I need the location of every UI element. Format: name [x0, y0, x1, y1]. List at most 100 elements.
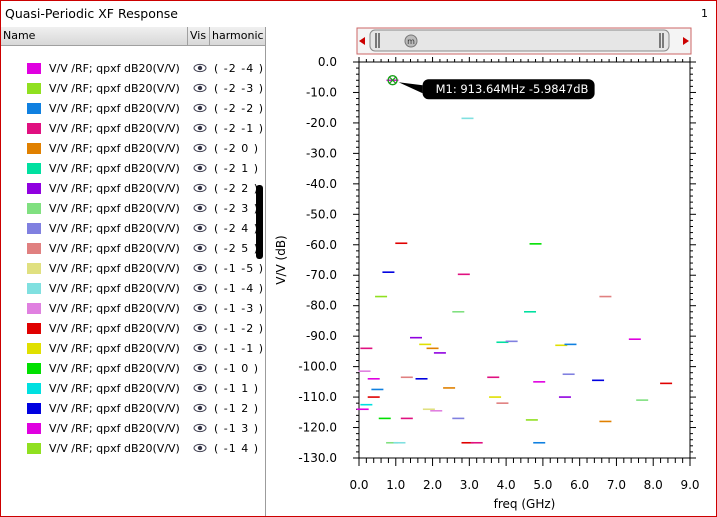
trace-row[interactable]: V/V /RF; qpxf dB20(V/V) ( -2 -1 ) [1, 119, 265, 139]
window-title: Quasi-Periodic XF Response [5, 6, 178, 21]
marker-cross-b [389, 76, 397, 84]
x-tick-label: 8.0 [644, 478, 663, 492]
x-tick-label: 7.0 [607, 478, 626, 492]
trace-harmonic: ( -2 -2 ) [214, 102, 265, 115]
eye-icon[interactable] [193, 302, 207, 314]
plot-frame [358, 61, 691, 459]
eye-icon[interactable] [193, 222, 207, 234]
trace-color-swatch [27, 383, 41, 394]
eye-icon[interactable] [193, 262, 207, 274]
trace-row[interactable]: V/V /RF; qpxf dB20(V/V) ( -1 3 ) [1, 419, 265, 439]
eye-icon[interactable] [193, 242, 207, 254]
trace-label: V/V /RF; qpxf dB20(V/V) [49, 262, 180, 275]
trace-harmonic: ( -2 -3 ) [214, 82, 265, 95]
eye-icon[interactable] [193, 82, 207, 94]
eye-icon[interactable] [193, 382, 207, 394]
x-tick-label: 4.0 [497, 478, 516, 492]
trace-row[interactable]: V/V /RF; qpxf dB20(V/V) ( -1 2 ) [1, 399, 265, 419]
trace-label: V/V /RF; qpxf dB20(V/V) [49, 62, 180, 75]
trace-harmonic: ( -1 3 ) [214, 422, 260, 435]
y-tick-label: -80.0 [306, 299, 337, 313]
y-tick-label: -50.0 [306, 207, 337, 221]
slider-left-arrow-icon[interactable] [359, 37, 365, 45]
eye-icon[interactable] [193, 422, 207, 434]
zoom-slider[interactable]: m [356, 27, 692, 55]
trace-row[interactable]: V/V /RF; qpxf dB20(V/V) ( -2 2 ) [1, 179, 265, 199]
trace-row[interactable]: V/V /RF; qpxf dB20(V/V) ( -1 4 ) [1, 439, 265, 459]
trace-harmonic: ( -2 5 ) [214, 242, 260, 255]
trace-label: V/V /RF; qpxf dB20(V/V) [49, 182, 180, 195]
x-tick-label: 6.0 [570, 478, 589, 492]
trace-row[interactable]: V/V /RF; qpxf dB20(V/V) ( -1 -4 ) [1, 279, 265, 299]
trace-row[interactable]: V/V /RF; qpxf dB20(V/V) ( -2 -2 ) [1, 99, 265, 119]
eye-icon[interactable] [193, 282, 207, 294]
slider-thumb[interactable] [404, 34, 418, 48]
column-header-vis[interactable]: Vis [188, 27, 210, 45]
trace-label: V/V /RF; qpxf dB20(V/V) [49, 122, 180, 135]
trace-color-swatch [27, 183, 41, 194]
trace-row[interactable]: V/V /RF; qpxf dB20(V/V) ( -2 5 ) [1, 239, 265, 259]
y-tick-label: -30.0 [306, 146, 337, 160]
trace-harmonic: ( -1 -5 ) [214, 262, 265, 275]
eye-icon[interactable] [193, 182, 207, 194]
eye-icon[interactable] [193, 62, 207, 74]
trace-color-swatch [27, 63, 41, 74]
trace-row[interactable]: V/V /RF; qpxf dB20(V/V) ( -1 -1 ) [1, 339, 265, 359]
trace-row[interactable]: V/V /RF; qpxf dB20(V/V) ( -2 -4 ) [1, 59, 265, 79]
eye-icon[interactable] [193, 442, 207, 454]
chart[interactable]: 0.0 -10.0 -20.0 -30.0 -40.0 -50.0 -60.0 -70.0 -8… [266, 55, 716, 516]
trace-row[interactable]: V/V /RF; qpxf dB20(V/V) ( -2 1 ) [1, 159, 265, 179]
trace-row[interactable]: V/V /RF; qpxf dB20(V/V) ( -2 4 ) [1, 219, 265, 239]
eye-icon[interactable] [193, 202, 207, 214]
y-tick-label: -90.0 [306, 329, 337, 343]
table-scrollbar-thumb[interactable] [256, 185, 263, 259]
trace-row[interactable]: V/V /RF; qpxf dB20(V/V) ( -2 -3 ) [1, 79, 265, 99]
x-tick-label: 1.0 [386, 478, 405, 492]
marker-m1[interactable]: M1: 913.64MHz -5.9847dB [387, 75, 595, 100]
y-tick-label: 0.0 [318, 55, 337, 69]
trace-row[interactable]: V/V /RF; qpxf dB20(V/V) ( -1 -2 ) [1, 319, 265, 339]
y-axis-label: V/V (dB) [274, 235, 288, 285]
eye-icon[interactable] [193, 402, 207, 414]
trace-color-swatch [27, 123, 41, 134]
y-tick-label: -70.0 [306, 268, 337, 282]
eye-icon[interactable] [193, 322, 207, 334]
column-header-name[interactable]: Name [1, 27, 188, 45]
trace-harmonic: ( -2 2 ) [214, 182, 260, 195]
marker-label-box [422, 79, 595, 100]
x-tick-label: 0.0 [349, 478, 368, 492]
eye-icon[interactable] [193, 162, 207, 174]
trace-color-swatch [27, 363, 41, 374]
trace-label: V/V /RF; qpxf dB20(V/V) [49, 102, 180, 115]
x-axis: 0.0 1.0 2.0 3.0 4.0 5.0 6.0 7.0 8.0 9.0 [349, 57, 700, 492]
trace-label: V/V /RF; qpxf dB20(V/V) [49, 282, 180, 295]
slider-right-arrow-icon[interactable] [683, 37, 689, 45]
trace-row[interactable]: V/V /RF; qpxf dB20(V/V) ( -1 -3 ) [1, 299, 265, 319]
trace-label: V/V /RF; qpxf dB20(V/V) [49, 82, 180, 95]
eye-icon[interactable] [193, 342, 207, 354]
trace-row[interactable]: V/V /RF; qpxf dB20(V/V) ( -2 3 ) [1, 199, 265, 219]
y-tick-label: -60.0 [306, 238, 337, 252]
trace-color-swatch [27, 343, 41, 354]
trace-row[interactable]: V/V /RF; qpxf dB20(V/V) ( -1 -5 ) [1, 259, 265, 279]
trace-row[interactable]: V/V /RF; qpxf dB20(V/V) ( -2 0 ) [1, 139, 265, 159]
trace-color-swatch [27, 263, 41, 274]
marker-pointer [398, 82, 423, 94]
trace-label: V/V /RF; qpxf dB20(V/V) [49, 302, 180, 315]
trace-label: V/V /RF; qpxf dB20(V/V) [49, 162, 180, 175]
trace-row[interactable]: V/V /RF; qpxf dB20(V/V) ( -1 0 ) [1, 359, 265, 379]
column-header-harmonic[interactable]: harmonic [212, 29, 264, 42]
eye-icon[interactable] [193, 142, 207, 154]
y-tick-label: -10.0 [306, 85, 337, 99]
trace-color-swatch [27, 303, 41, 314]
eye-icon[interactable] [193, 102, 207, 114]
plot-border [358, 61, 691, 459]
eye-icon[interactable] [193, 362, 207, 374]
trace-harmonic: ( -2 0 ) [214, 142, 260, 155]
slider-bar[interactable] [369, 29, 670, 52]
trace-row[interactable]: V/V /RF; qpxf dB20(V/V) ( -1 1 ) [1, 379, 265, 399]
eye-icon[interactable] [193, 122, 207, 134]
slider-thumb-label: m [407, 37, 415, 46]
trace-label: V/V /RF; qpxf dB20(V/V) [49, 382, 180, 395]
